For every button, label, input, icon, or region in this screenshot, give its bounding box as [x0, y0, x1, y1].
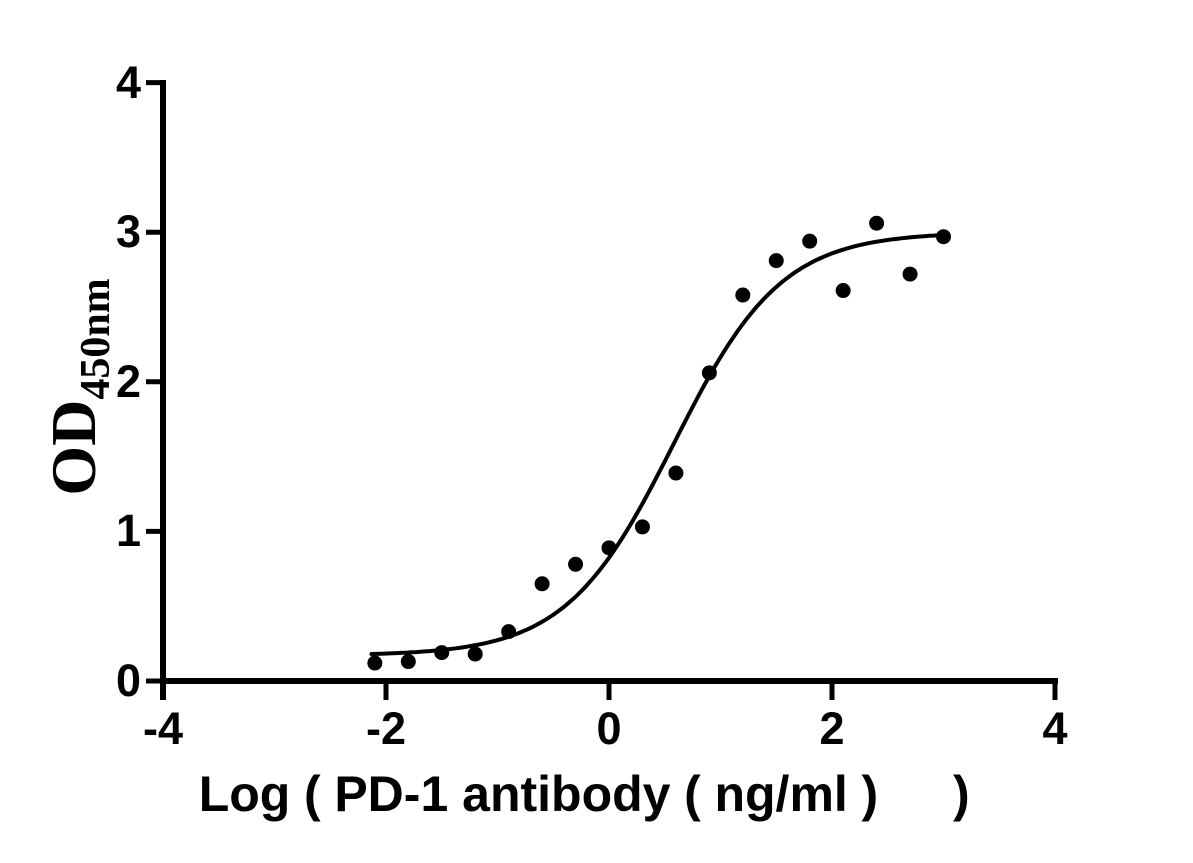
fullwidth-open-paren: (: [304, 766, 321, 822]
data-point: [835, 283, 851, 299]
data-point: [869, 215, 885, 231]
data-point: [601, 540, 617, 556]
data-point: [668, 465, 684, 481]
fullwidth-space: [892, 765, 940, 823]
data-point: [634, 519, 650, 535]
data-point: [701, 365, 717, 381]
data-point: [534, 576, 550, 592]
x-tick-label: -2: [365, 703, 406, 754]
fullwidth-close-paren: ): [952, 766, 970, 822]
y-tick-label: 3: [115, 206, 141, 258]
x-tick-label: 0: [596, 703, 622, 754]
data-point: [902, 266, 918, 282]
data-point: [400, 654, 416, 670]
y-tick-label: 0: [115, 655, 141, 706]
fullwidth-open-paren: (: [684, 766, 701, 822]
fit-curve: [369, 233, 945, 656]
x-tick-label: -4: [142, 703, 183, 754]
y-axis-title-main: OD: [38, 399, 109, 496]
x-tick-label: 4: [1042, 703, 1068, 754]
data-point: [467, 646, 483, 662]
data-point: [735, 287, 751, 303]
data-point: [367, 655, 383, 671]
data-point: [768, 253, 784, 269]
y-tick-label: 1: [115, 505, 141, 557]
data-point: [936, 229, 951, 245]
data-point: [434, 645, 450, 661]
data-point: [501, 624, 517, 640]
x-axis-title: Log(PD-1 antibody(ng/ml) ): [199, 765, 984, 823]
y-tick-label: 2: [115, 355, 141, 407]
data-point: [802, 233, 818, 249]
data-point: [568, 556, 584, 572]
x-tick-label: 2: [819, 703, 845, 754]
y-tick-label: 4: [115, 56, 141, 108]
fullwidth-close-paren: ): [861, 766, 879, 822]
